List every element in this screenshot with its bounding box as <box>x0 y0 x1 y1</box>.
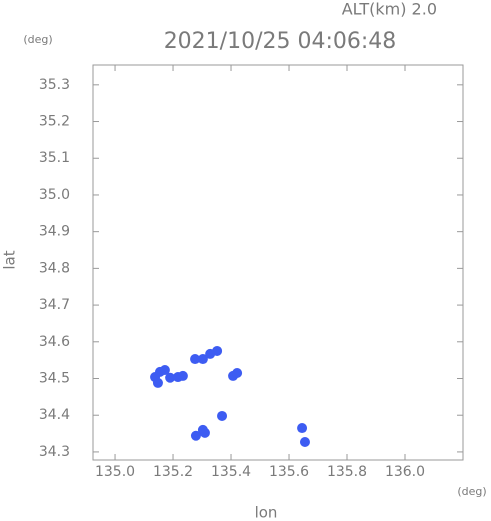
echo-point <box>212 345 223 356</box>
chart-subtitle: ALT(km) 2.0 <box>342 0 437 19</box>
x-unit: (deg) <box>457 485 486 498</box>
y-tick-label: 35.3 <box>39 77 70 93</box>
plot-frame <box>92 64 464 461</box>
x-tick-label: 135.2 <box>153 464 193 480</box>
x-tick-label: 135.0 <box>95 464 135 480</box>
echo-point <box>190 430 201 441</box>
y-tick-label: 34.4 <box>39 407 70 423</box>
x-tick-label: 136.0 <box>385 464 425 480</box>
y-axis-label: lat <box>1 250 19 269</box>
echo-point <box>297 423 308 434</box>
y-tick-label: 34.9 <box>39 224 70 240</box>
echo-point <box>199 427 210 438</box>
echo-point <box>159 365 170 376</box>
y-unit: (deg) <box>23 33 52 46</box>
y-tick-label: 34.6 <box>39 334 70 350</box>
echo-point <box>299 437 310 448</box>
x-tick-label: 135.4 <box>211 464 251 480</box>
echo-point <box>165 372 176 383</box>
echo-point <box>217 410 228 421</box>
y-tick-label: 34.3 <box>39 444 70 460</box>
echo-point <box>197 354 208 365</box>
y-tick-label: 34.7 <box>39 297 70 313</box>
y-tick-label: 34.8 <box>39 260 70 276</box>
y-tick-label: 35.0 <box>39 187 70 203</box>
y-tick-label: 35.2 <box>39 114 70 130</box>
echo-point <box>190 354 201 365</box>
y-tick-label: 35.1 <box>39 150 70 166</box>
y-tick-label: 34.5 <box>39 371 70 387</box>
x-tick-label: 135.6 <box>269 464 309 480</box>
x-tick-label: 135.8 <box>327 464 367 480</box>
x-axis-label: lon <box>255 504 278 521</box>
echo-point <box>177 370 188 381</box>
echo-point <box>152 377 163 388</box>
chart-title: 2021/10/25 04:06:48 <box>164 29 397 54</box>
echo-point <box>232 367 243 378</box>
